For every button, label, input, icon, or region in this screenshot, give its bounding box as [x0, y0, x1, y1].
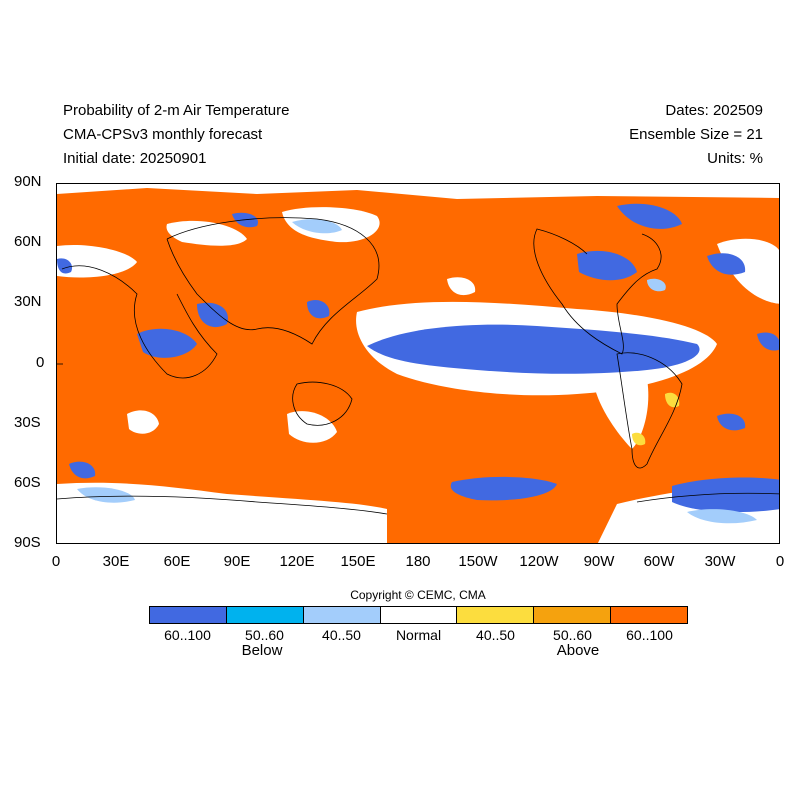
- legend-swatch: [534, 607, 612, 623]
- legend-swatch: [226, 607, 304, 623]
- y-tick-label: 60N: [14, 233, 42, 250]
- legend-label: 40..50: [476, 627, 515, 643]
- x-tick-label: 90E: [223, 553, 251, 570]
- legend-label: 50..60: [553, 627, 592, 643]
- legend-label: 60..100: [626, 627, 673, 643]
- x-tick-label: 30W: [704, 553, 736, 570]
- legend-swatch: [380, 607, 458, 623]
- units-label: Units: %: [707, 150, 763, 167]
- x-tick-label: 150E: [340, 553, 376, 570]
- y-tick-label: 30S: [14, 414, 41, 431]
- probability-map: [56, 183, 780, 544]
- model-label: CMA-CPSv3 monthly forecast: [63, 126, 263, 143]
- light-below-regions: [77, 219, 757, 524]
- legend-swatch: [611, 607, 688, 623]
- y-tick-label: 0: [36, 354, 45, 371]
- header-left: Probability of 2-m Air Temperature CMA-C…: [63, 99, 290, 171]
- x-tick-label: 90W: [583, 553, 615, 570]
- legend-label: 60..100: [164, 627, 211, 643]
- x-tick-label: 0: [51, 553, 61, 570]
- ensemble-label: Ensemble Size = 21: [629, 126, 763, 143]
- y-tick-label: 60S: [14, 474, 41, 491]
- coastlines: [57, 217, 779, 515]
- legend-swatch: [303, 607, 381, 623]
- legend-label: Normal: [395, 627, 442, 643]
- legend-swatch: [150, 607, 227, 623]
- x-tick-label: 0: [775, 553, 785, 570]
- x-tick-label: 60E: [163, 553, 191, 570]
- x-tick-label: 60W: [643, 553, 675, 570]
- legend-label: 50..60: [245, 627, 284, 643]
- chart-title: Probability of 2-m Air Temperature: [63, 102, 290, 119]
- y-tick-label: 30N: [14, 293, 42, 310]
- x-tick-label: 30E: [102, 553, 130, 570]
- x-tick-label: 120W: [519, 553, 559, 570]
- y-tick-label: 90N: [14, 173, 42, 190]
- legend-label: 40..50: [322, 627, 361, 643]
- dates-label: Dates: 202509: [665, 102, 763, 119]
- map-canvas: [57, 184, 779, 543]
- y-tick-label: 90S: [14, 534, 41, 551]
- x-tick-label: 150W: [458, 553, 498, 570]
- header-right: Dates: 202509 Ensemble Size = 21 Units: …: [629, 99, 763, 171]
- above-40-regions: [632, 392, 680, 446]
- legend-above-label: Above: [556, 642, 600, 659]
- initial-date-label: Initial date: 20250901: [63, 150, 207, 167]
- x-tick-label: 120E: [279, 553, 315, 570]
- legend-below-label: Below: [241, 642, 283, 659]
- copyright-text: Copyright © CEMC, CMA: [350, 588, 486, 602]
- legend-swatch: [457, 607, 535, 623]
- color-legend-bar: [149, 606, 688, 624]
- x-tick-label: 180: [405, 553, 431, 570]
